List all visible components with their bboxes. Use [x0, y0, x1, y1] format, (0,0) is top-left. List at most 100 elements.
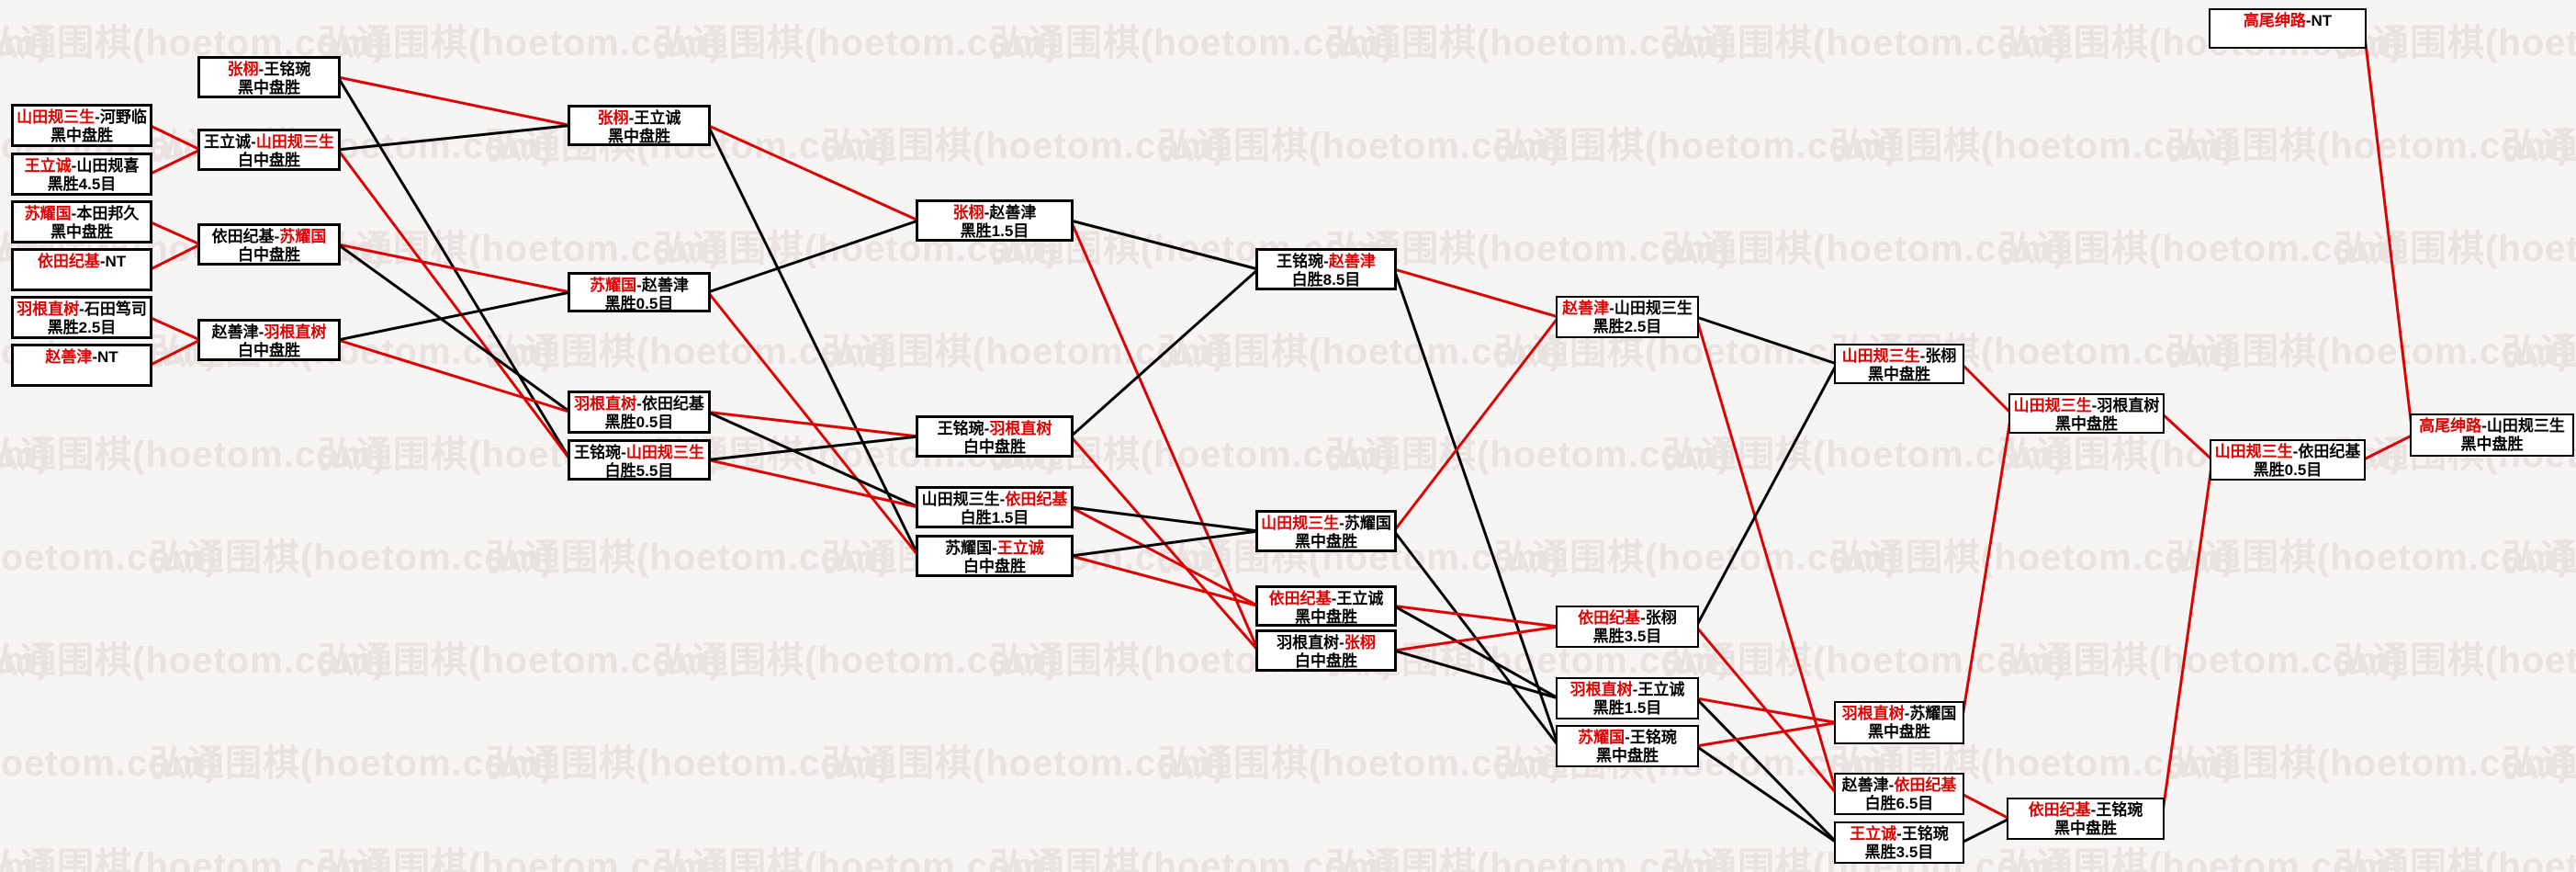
game-players: 山田规三生-依田纪基 [2211, 443, 2364, 461]
watermark-text: 弘通围棋(hoetom.com) [1662, 23, 2067, 63]
game-players: 山田规三生-羽根直树 [2010, 397, 2163, 415]
watermark-text: 弘通围棋(hoetom.com) [0, 743, 219, 784]
vs-dash: - [1896, 825, 1902, 843]
game-result: 白中盘胜 [963, 558, 1026, 575]
edge-B2-C1-black [337, 124, 571, 152]
winner-name: 张栩 [1344, 634, 1376, 651]
game-players: 张栩-王铭琬 [200, 61, 338, 79]
game-box-A6: 赵善津-NT [11, 344, 152, 387]
game-players: 羽根直树-王立诚 [1558, 681, 1697, 699]
edge-B4-C3-red [337, 338, 571, 413]
game-players: 依田纪基-张栩 [1558, 609, 1697, 628]
player-name: 苏耀国 [945, 539, 993, 557]
player-name: 依田纪基 [211, 228, 275, 245]
watermark-text: 弘通围棋(hoetom.com) [0, 846, 387, 872]
game-box-FB: 高尾绅路-山田规三生 黑中盘胜 [2410, 413, 2574, 457]
game-result: 黑中盘胜 [1868, 723, 1930, 741]
winner-name: 羽根直树 [1841, 705, 1905, 722]
game-result: 黑中盘胜 [608, 128, 670, 145]
edge-E1-F1-red [1393, 267, 1559, 319]
watermark-text: 弘通围棋(hoetom.com) [0, 640, 51, 681]
edge-B3-C3-black [337, 243, 571, 413]
game-box-G2: 羽根直树-苏耀国 黑中盘胜 [1834, 701, 1964, 744]
vs-dash: - [2292, 443, 2299, 460]
vs-dash: - [1323, 253, 1329, 270]
winner-name: 山田规三生 [625, 444, 704, 461]
game-players: 山田规三生-依田纪基 [918, 491, 1071, 509]
game-players: 王立诚-山田规三生 [200, 133, 338, 152]
edge-H1-I1-red [2160, 412, 2214, 461]
game-result: 黑中盘胜 [238, 79, 300, 96]
winner-name: 山田规三生 [1261, 515, 1340, 532]
player-name: 山田规三生 [1614, 300, 1693, 317]
player-name: 张栩 [1645, 609, 1677, 627]
watermark-text: 弘通围棋(hoetom.com) [2334, 640, 2576, 681]
player-name: 依田纪基 [2298, 443, 2361, 460]
edge-A3-B3-red [149, 221, 201, 246]
winner-name: 苏耀国 [279, 228, 327, 245]
watermark-text: 弘通围棋(hoetom.com) [1830, 538, 2235, 578]
game-players: 苏耀国-本田邦久 [14, 205, 150, 223]
edge-C1-D4-black [706, 124, 920, 557]
watermark-text: 弘通围棋(hoetom.com) [654, 846, 1059, 872]
game-players: 羽根直树-依田纪基 [570, 395, 708, 413]
game-result: 白中盘胜 [238, 152, 300, 169]
edge-G2-H1-red [1960, 413, 2013, 723]
player-name: NT [97, 348, 118, 366]
player-name: 赵善津 [1841, 776, 1889, 794]
edge-A6-B4-red [149, 338, 201, 367]
player-name: 王铭琬 [1277, 253, 1324, 270]
vs-dash: - [99, 253, 106, 270]
vs-dash: - [984, 204, 990, 221]
watermark-text: 弘通围棋(hoetom.com) [0, 640, 387, 681]
game-players: 羽根直树-苏耀国 [1836, 705, 1963, 723]
vs-dash: - [1331, 590, 1337, 607]
vs-dash: - [92, 348, 97, 366]
winner-name: 羽根直树 [17, 300, 80, 318]
game-players: 苏耀国-王立诚 [918, 539, 1071, 558]
game-result: 黑胜0.5目 [2253, 461, 2323, 479]
game-box-B3: 依田纪基-苏耀国 白中盘胜 [197, 223, 341, 266]
edge-A1-B2-red [149, 124, 201, 152]
winner-name: 王立诚 [1850, 825, 1897, 843]
winner-name: 赵善津 [1562, 300, 1610, 317]
game-box-D3: 山田规三生-依田纪基 白胜1.5目 [916, 486, 1074, 528]
vs-dash: - [2090, 801, 2097, 819]
game-players: 张栩-赵善津 [918, 204, 1071, 222]
edge-F1-G3-red [1694, 316, 1839, 795]
vs-dash: - [1919, 347, 1926, 365]
winner-name: 羽根直树 [574, 395, 637, 413]
game-result: 黑胜0.5目 [604, 413, 674, 431]
game-result: 黑中盘胜 [1868, 366, 1930, 383]
game-players: 依田纪基-苏耀国 [200, 228, 338, 246]
game-box-F3: 羽根直树-王立诚 黑胜1.5目 [1556, 677, 1699, 719]
vs-dash: - [274, 228, 280, 245]
watermark-text: 弘通围棋(hoetom.com) [1158, 126, 1563, 166]
winner-name: 山田规三生 [1841, 347, 1920, 365]
edge-C3-D3-black [707, 411, 919, 509]
game-result: 黑中盘胜 [1596, 747, 1659, 764]
player-name: 依田纪基 [641, 395, 704, 413]
watermark-text: 弘通围棋(hoetom.com) [2503, 332, 2576, 372]
watermark-text: 弘通围棋(hoetom.com) [1662, 229, 2067, 269]
vs-dash: - [1625, 729, 1630, 746]
game-box-A3: 苏耀国-本田邦久 黑中盘胜 [11, 200, 152, 243]
watermark-text: 弘通围棋(hoetom.com) [1158, 332, 1563, 372]
vs-dash: - [628, 109, 635, 127]
game-box-F1: 赵善津-山田规三生 黑胜2.5目 [1556, 296, 1699, 338]
vs-dash: - [984, 420, 990, 437]
watermark-text: 弘通围棋(hoetom.com) [1326, 435, 1731, 475]
edge-C1-D1-red [707, 124, 919, 222]
game-box-A5: 羽根直树-石田笃司 黑胜2.5目 [11, 296, 152, 339]
winner-name: 山田规三生 [255, 133, 334, 151]
player-name: 王立诚 [1637, 681, 1685, 698]
watermark-text: 弘通围棋(hoetom.com) [318, 846, 723, 872]
game-result: 黑胜1.5目 [1592, 699, 1662, 717]
watermark-text: 弘通围棋(hoetom.com) [318, 640, 723, 681]
vs-dash: - [1888, 776, 1895, 794]
watermark-text: 弘通围棋(hoetom.com) [822, 332, 1227, 372]
watermark-text: 弘通围棋(hoetom.com) [2503, 538, 2576, 578]
game-box-D4: 苏耀国-王立诚 白中盘胜 [916, 535, 1074, 577]
player-name: 王立诚 [634, 109, 681, 127]
winner-name: 高尾绅路 [2243, 12, 2306, 29]
